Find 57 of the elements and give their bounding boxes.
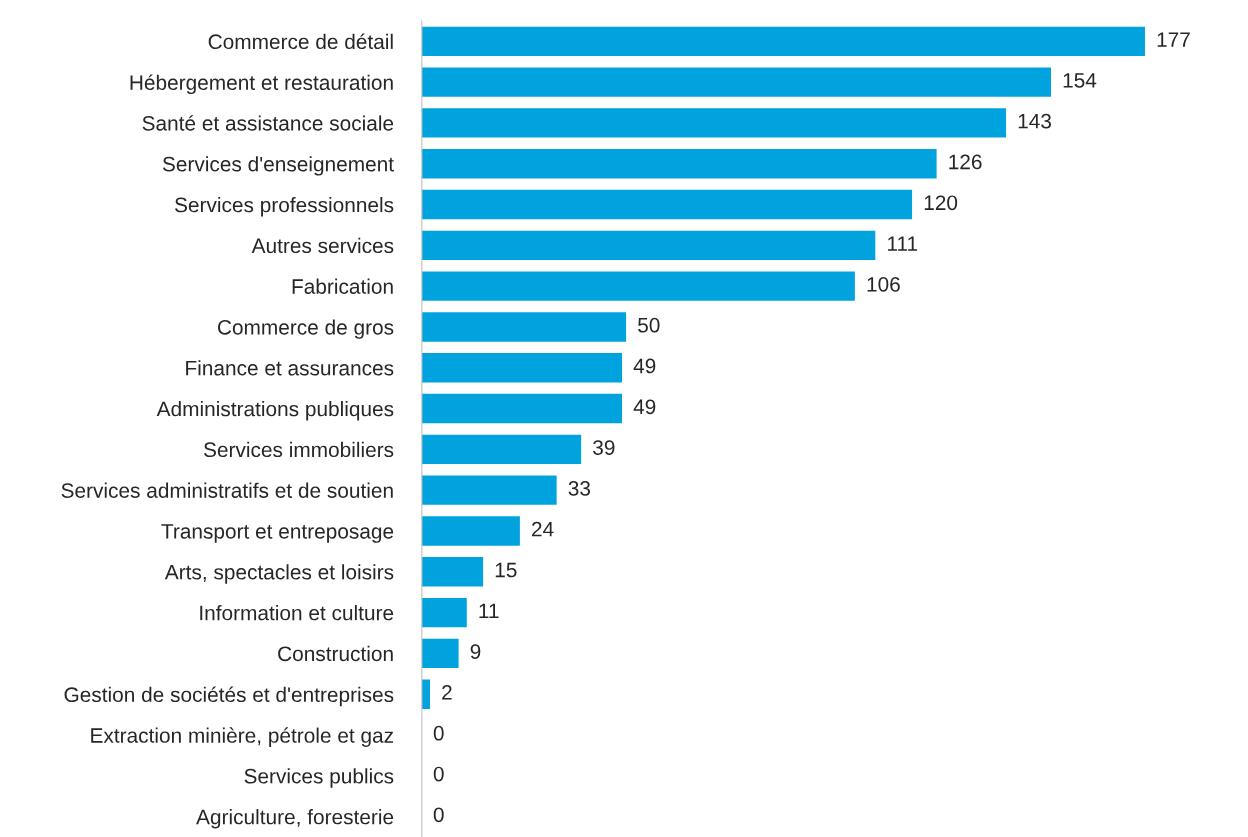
bar (421, 557, 484, 587)
bar (421, 67, 1051, 97)
bar (421, 597, 467, 628)
data-label: 49 (633, 358, 656, 374)
data-label: 24 (532, 521, 554, 537)
y-tick-label: Agriculture, foresterie (196, 809, 394, 829)
data-label: 143 (1018, 113, 1052, 129)
bar (421, 271, 855, 301)
y-tick-label: Transport et entreposage (161, 524, 394, 543)
data-label: 9 (470, 644, 481, 659)
data-label: 15 (495, 562, 517, 578)
y-tick-label: Information et culture (200, 605, 394, 621)
data-label: 11 (479, 603, 499, 618)
data-label: 39 (593, 440, 615, 455)
bar (421, 312, 627, 342)
y-tick-label: Services administratifs et de soutien (61, 482, 393, 498)
data-label: 0 (433, 725, 444, 741)
data-label: 33 (568, 481, 591, 496)
data-label: 49 (633, 399, 656, 415)
y-tick-label: Arts, spectacles et loisirs (164, 564, 394, 584)
data-label: 0 (433, 807, 444, 823)
data-label: 177 (1157, 32, 1190, 47)
data-label: 154 (1063, 73, 1097, 88)
y-tick-label: Construction (278, 645, 393, 662)
y-tick-label: Commerce de détail (208, 33, 393, 50)
data-label: 111 (888, 236, 918, 251)
y-tick-label: Commerce de gros (217, 319, 394, 339)
y-tick-label: Fabrication (292, 278, 393, 294)
y-tick-label: Services professionnels (174, 196, 394, 217)
y-tick-label: Extraction minière, pétrole et gaz (91, 727, 394, 747)
data-label: 0 (433, 766, 444, 782)
bar (421, 638, 459, 669)
bar (421, 189, 913, 220)
y-tick-label: Autres services (251, 237, 394, 254)
bar (421, 230, 876, 261)
bar (421, 679, 430, 709)
y-tick-label: Administrations publiques (156, 401, 394, 421)
bar (421, 434, 582, 465)
data-label: 2 (442, 685, 452, 700)
y-tick-label: Finance et assurances (186, 360, 394, 376)
data-label: 50 (638, 317, 660, 333)
y-tick-label: Services publics (244, 768, 394, 788)
bar (421, 149, 937, 179)
data-label: 120 (924, 195, 958, 211)
y-tick-label: Services d'enseignement (162, 156, 394, 176)
bar (421, 475, 557, 505)
y-tick-label: Hébergement et restauration (130, 74, 393, 95)
bar (421, 516, 520, 546)
y-tick-label: Gestion de sociétés et d'entreprises (64, 686, 394, 707)
bar (421, 108, 1007, 138)
data-label: 106 (867, 276, 900, 292)
y-tick-label: Santé et assistance sociale (142, 115, 394, 131)
bar (421, 393, 623, 424)
data-label: 126 (949, 154, 982, 170)
bar (421, 353, 623, 383)
bar (421, 26, 1145, 57)
y-tick-label: Services immobiliers (203, 441, 394, 458)
